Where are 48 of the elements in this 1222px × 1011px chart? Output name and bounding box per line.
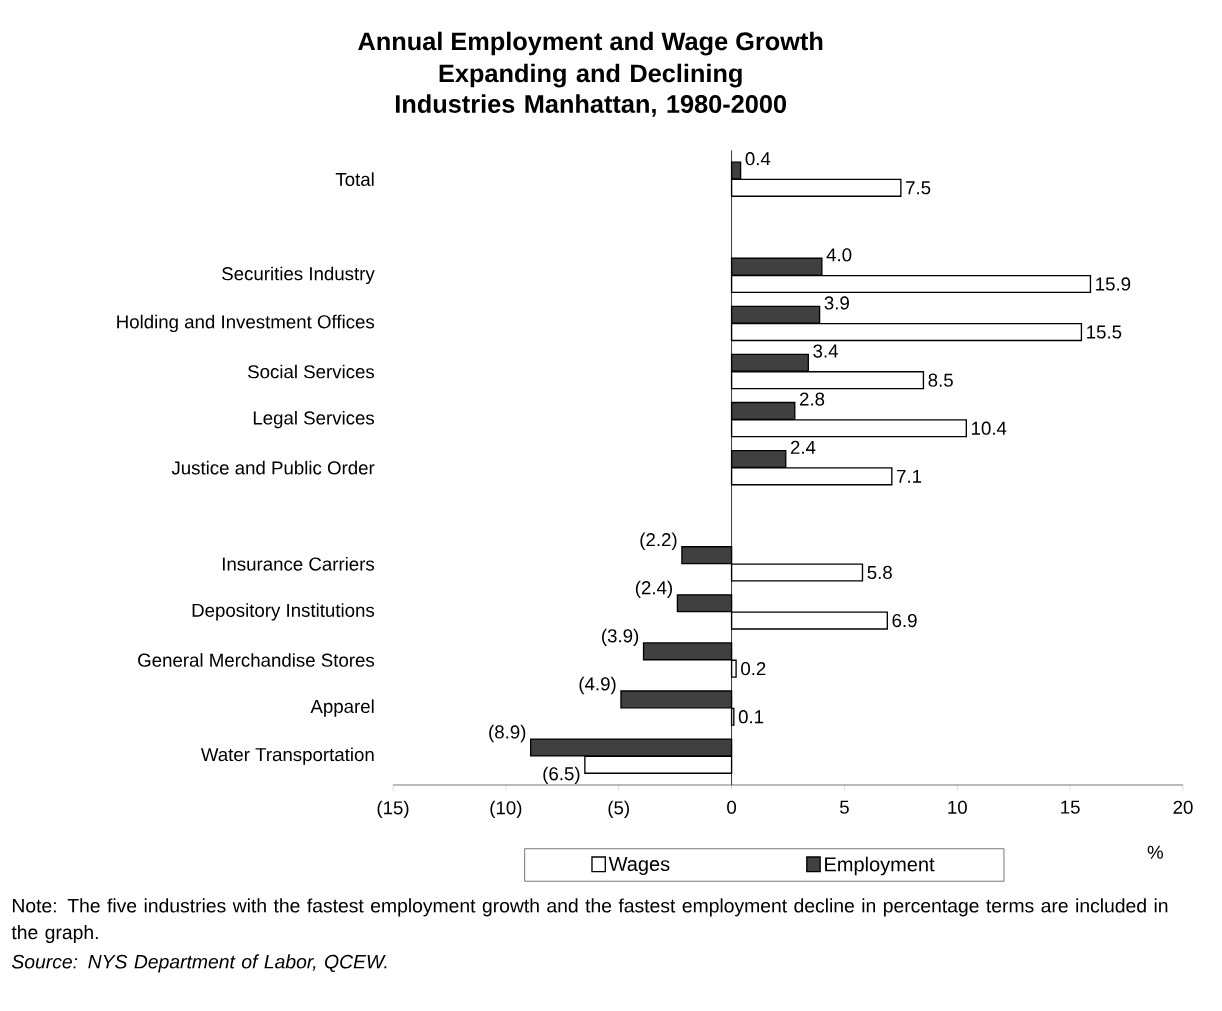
data-label: 6.9 [892,613,917,628]
data-label: 3.4 [813,344,838,358]
data-label: 0.4 [745,152,771,166]
data-label: 0.2 [741,662,766,676]
x-tick-label: 15 [1061,800,1080,814]
y-tick-label: Water Transportation [200,747,374,765]
x-axis-title: % [1147,845,1163,859]
text: Source: NYS Department of Labor, QCEW. [11,954,387,973]
data-label: (8.9) [489,724,526,743]
data-label: 15.5 [1087,325,1122,339]
text: Note: The five industries with the fastest employment growth and the fastest employment decline in percentage terms are included in the graph. [11,898,1168,944]
legend-label: Wages [608,857,670,875]
data-label: 7.1 [897,469,922,483]
x-tick-label: 20 [1173,800,1193,814]
data-label: 3.9 [824,296,849,310]
data-label: (6.5) [543,766,580,785]
data-label: (4.9) [579,676,616,695]
y-tick-label: Holding and Investment Offices [117,314,375,333]
chart-subtitle: Expanding and Declining Industries Manhattan, 1980-2000 [395,63,786,117]
data-label: (2.4) [635,580,672,599]
x-tick-label: 0 [727,800,737,814]
y-tick-label: Justice and Public Order [171,460,375,475]
data-label: 2.8 [799,392,825,406]
data-label: (2.2) [640,532,677,550]
x-tick-label: (10) [490,800,522,819]
y-tick-label: Insurance Carriers [222,556,375,571]
y-tick-label: Social Services [248,364,375,379]
data-label: 2.4 [790,440,816,454]
legend-label: Employment [825,856,935,876]
x-tick-label: 10 [948,800,967,814]
chart-title: Annual Employment and Wage Growth [358,31,823,56]
y-tick-label: Depository Institutions [192,603,375,621]
y-tick-label: Legal Services [253,410,375,429]
y-tick-label: Securities Industry [222,266,375,285]
y-tick-label: Total [335,172,374,187]
data-label: 4.0 [826,248,852,262]
data-label: 10.4 [972,421,1007,435]
y-tick-label: Apparel [310,699,374,717]
data-label: 7.5 [906,181,931,195]
data-label: 0.1 [738,710,764,724]
x-tick-label: (15) [377,800,409,819]
x-tick-label: 5 [839,800,849,814]
data-label: 5.8 [867,565,892,580]
x-tick-label: (5) [608,800,629,819]
data-label: 8.5 [928,373,953,387]
y-tick-label: General Merchandise Stores [138,653,375,667]
data-label: (3.9) [602,628,639,647]
data-label: 15.9 [1096,277,1131,291]
